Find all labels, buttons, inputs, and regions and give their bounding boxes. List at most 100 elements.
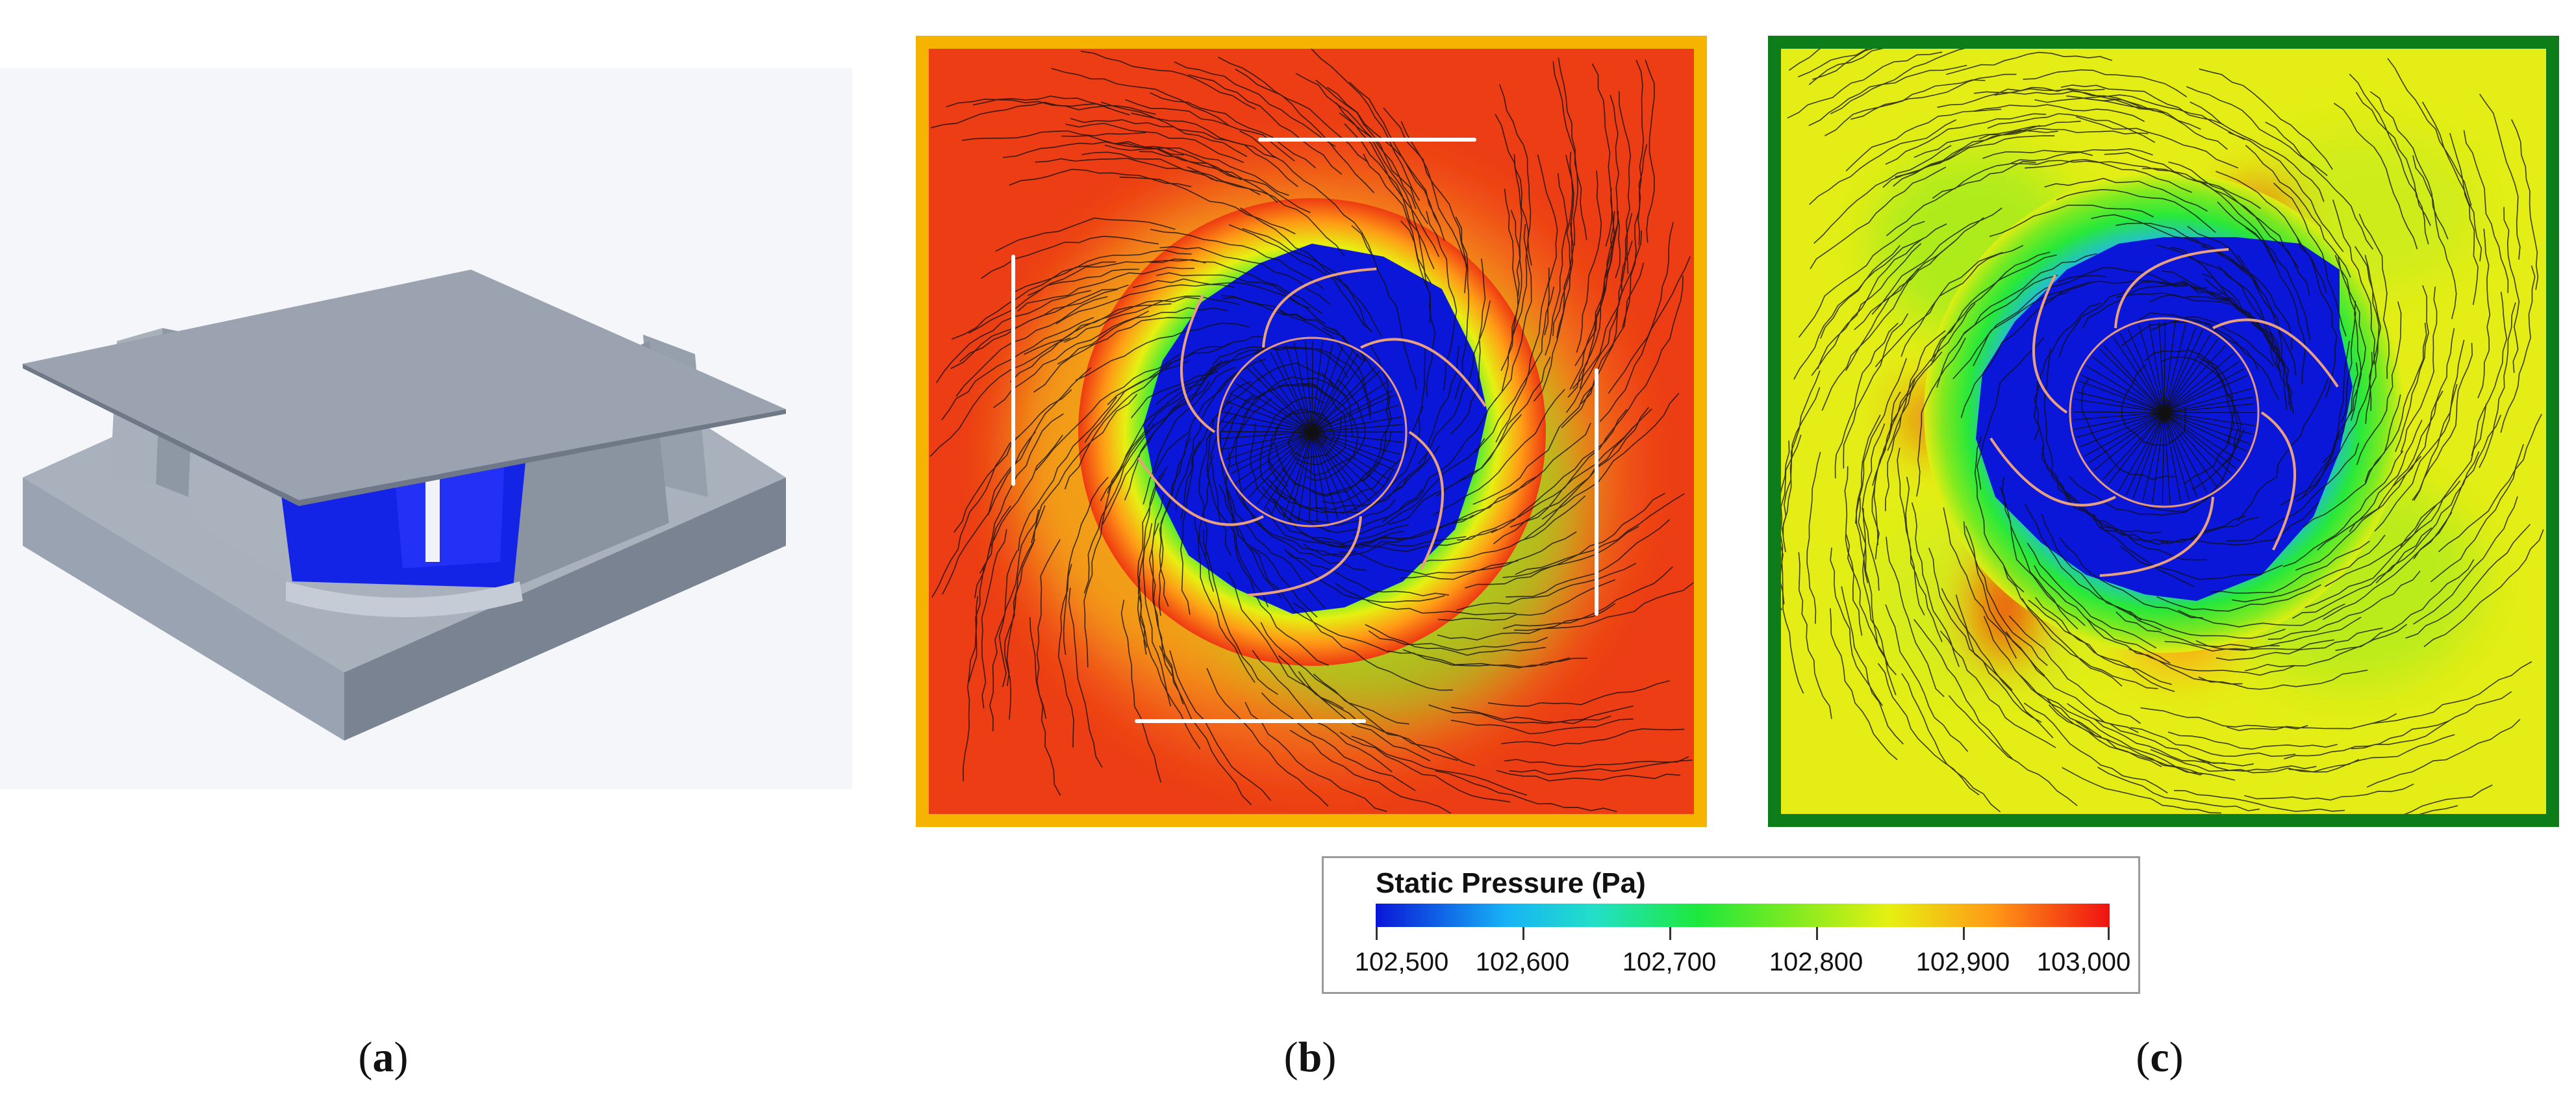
streamline	[2245, 624, 2408, 672]
streamline	[2187, 225, 2293, 350]
streamline	[1841, 586, 1904, 744]
streamline	[941, 316, 1094, 420]
streamline	[1383, 107, 1467, 268]
colorbar-tick-label: 103,000	[2036, 948, 2131, 976]
streamline	[2303, 394, 2401, 528]
streamline	[1619, 91, 1632, 274]
streamline	[2028, 600, 2172, 685]
streamline	[1820, 223, 1947, 339]
colorbar-title: Static Pressure (Pa)	[1376, 867, 1646, 899]
streamline	[2282, 450, 2404, 568]
streamline	[1242, 383, 1353, 437]
streamline	[2192, 179, 2310, 296]
streamline	[1558, 57, 1587, 240]
streamline	[972, 95, 1156, 115]
streamline	[2204, 278, 2288, 411]
streamline	[1958, 253, 2097, 344]
streamline	[1569, 210, 1619, 390]
streamline	[2023, 702, 2168, 794]
hub-streamline	[1230, 392, 1313, 433]
streamline	[1221, 362, 1349, 409]
streamline	[1511, 154, 1529, 338]
streamline	[2245, 227, 2306, 385]
streamline	[2237, 255, 2295, 414]
streamline	[1065, 123, 1244, 163]
hub-streamline	[1311, 371, 1380, 433]
streamline	[2060, 84, 2223, 125]
panel-a-cad-model	[0, 68, 852, 789]
streamline	[1432, 388, 1565, 516]
hub-streamline	[1311, 341, 1323, 433]
streamline	[1231, 520, 1330, 667]
streamline	[1120, 600, 1162, 783]
streamline	[1274, 476, 1409, 511]
streamline	[2338, 257, 2366, 421]
streamline	[1893, 135, 2055, 187]
streamline	[1344, 123, 1432, 285]
streamline	[2024, 503, 2141, 621]
turbine-bottom-rim	[286, 581, 523, 617]
streamline	[946, 98, 1130, 116]
streamline	[1936, 274, 2058, 388]
rotor-hub	[1217, 337, 1408, 527]
streamline	[1235, 482, 1357, 556]
streamline	[1156, 272, 1326, 325]
colorbar-tick-label: 102,500	[1354, 948, 1449, 976]
streamline	[1495, 268, 1550, 443]
streamline	[1061, 134, 1242, 181]
streamline	[1064, 361, 1189, 490]
hub-streamline	[2086, 365, 2165, 413]
streamline	[1228, 224, 1373, 333]
streamline	[2351, 691, 2512, 750]
hub-streamline	[2081, 374, 2165, 413]
streamline	[1798, 552, 1832, 719]
streamline	[2280, 362, 2358, 506]
streamline	[1124, 359, 1223, 501]
streamline	[2116, 283, 2263, 332]
streamline	[1845, 534, 1897, 696]
streamline	[1787, 51, 1943, 119]
streamline	[1495, 114, 1522, 298]
hub-streamline	[1311, 424, 1403, 433]
streamline	[2005, 631, 2139, 733]
streamline	[2463, 130, 2509, 294]
streamlines	[929, 49, 1694, 814]
streamline	[2216, 628, 2383, 661]
streamline	[2043, 279, 2207, 303]
colorbar-tick	[2108, 927, 2110, 940]
streamline	[961, 130, 1146, 141]
streamline	[1063, 476, 1109, 655]
streamline	[1260, 622, 1409, 725]
streamline	[1326, 86, 1441, 228]
streamline	[1928, 548, 2013, 691]
streamline	[1509, 759, 1693, 776]
streamline	[1886, 160, 2036, 236]
streamline	[1174, 61, 1336, 147]
streamline	[2130, 428, 2245, 513]
streamline	[1158, 438, 1191, 616]
streamline	[2120, 608, 2286, 639]
streamline	[931, 435, 1021, 598]
pressure-contour-c	[1781, 49, 2546, 814]
streamline	[1514, 582, 1694, 631]
cad-model-illustration	[23, 270, 786, 741]
streamline	[2423, 529, 2544, 648]
streamline	[936, 290, 1092, 383]
hub-streamline	[2164, 412, 2236, 469]
hub-streamline	[1311, 431, 1339, 520]
streamline	[2324, 480, 2461, 587]
streamline	[1400, 121, 1468, 294]
hub-streamline	[1221, 421, 1313, 433]
streamline	[2177, 603, 2345, 628]
hub-streamline	[2164, 321, 2166, 413]
streamline	[1533, 223, 1574, 402]
streamline	[2097, 767, 2260, 811]
hub-streamline	[2164, 324, 2186, 413]
streamline	[2128, 648, 2295, 676]
streamline	[2093, 515, 2246, 545]
streamline	[1608, 222, 1674, 394]
colorbar-tick	[1816, 927, 1818, 940]
streamline	[2231, 535, 2386, 603]
streamline	[1782, 387, 1821, 553]
streamline	[2335, 559, 2475, 652]
